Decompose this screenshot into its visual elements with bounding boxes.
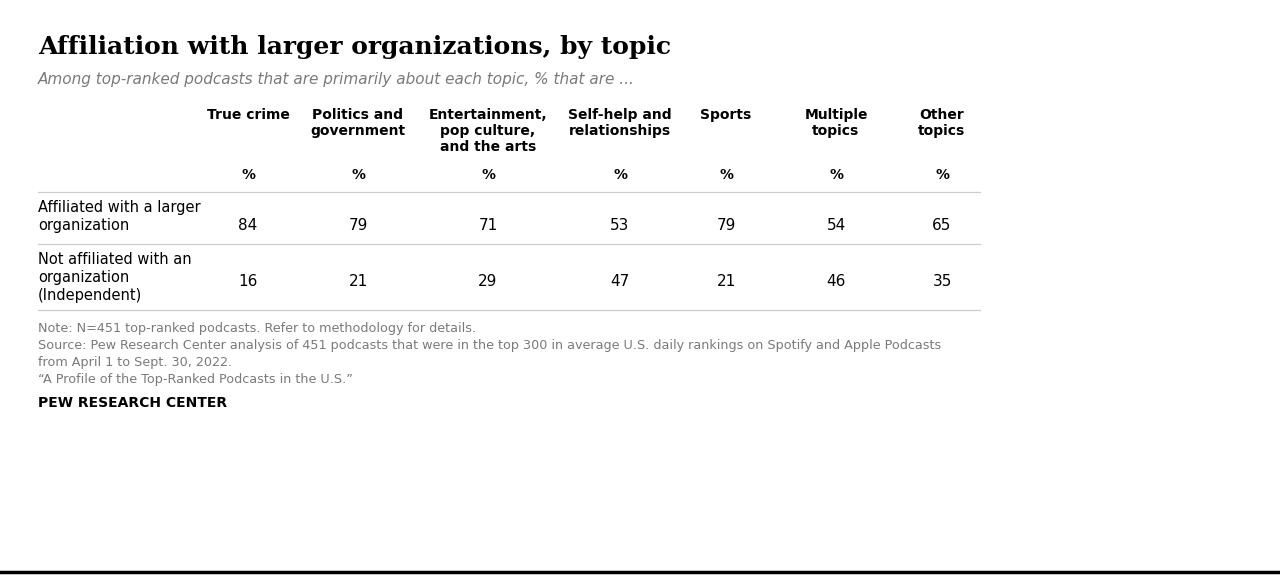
Text: Entertainment,
pop culture,
and the arts: Entertainment, pop culture, and the arts (429, 108, 548, 154)
Text: Affiliated with a larger: Affiliated with a larger (38, 200, 201, 215)
Text: 16: 16 (238, 274, 257, 289)
Text: 79: 79 (717, 218, 736, 233)
Text: 46: 46 (827, 274, 846, 289)
Text: Sports: Sports (700, 108, 751, 122)
Text: Politics and
government: Politics and government (311, 108, 406, 138)
Text: %: % (613, 168, 627, 182)
Text: %: % (351, 168, 365, 182)
Text: 79: 79 (348, 218, 367, 233)
Text: organization: organization (38, 218, 129, 233)
Text: %: % (829, 168, 844, 182)
Text: %: % (241, 168, 255, 182)
Text: True crime: True crime (206, 108, 289, 122)
Text: Note: N=451 top-ranked podcasts. Refer to methodology for details.: Note: N=451 top-ranked podcasts. Refer t… (38, 322, 476, 335)
Text: Among top-ranked podcasts that are primarily about each topic, % that are ...: Among top-ranked podcasts that are prima… (38, 72, 635, 87)
Text: Multiple
topics: Multiple topics (804, 108, 868, 138)
Text: Affiliation with larger organizations, by topic: Affiliation with larger organizations, b… (38, 35, 671, 59)
Text: 65: 65 (932, 218, 952, 233)
Text: 21: 21 (348, 274, 367, 289)
Text: 21: 21 (717, 274, 736, 289)
Text: Not affiliated with an: Not affiliated with an (38, 252, 192, 267)
Text: Other
topics: Other topics (918, 108, 965, 138)
Text: 35: 35 (932, 274, 952, 289)
Text: organization: organization (38, 270, 129, 285)
Text: “A Profile of the Top-Ranked Podcasts in the U.S.”: “A Profile of the Top-Ranked Podcasts in… (38, 373, 353, 386)
Text: 53: 53 (611, 218, 630, 233)
Text: Self-help and
relationships: Self-help and relationships (568, 108, 672, 138)
Text: 84: 84 (238, 218, 257, 233)
Text: %: % (481, 168, 495, 182)
Text: %: % (934, 168, 948, 182)
Text: 47: 47 (611, 274, 630, 289)
Text: from April 1 to Sept. 30, 2022.: from April 1 to Sept. 30, 2022. (38, 356, 232, 369)
Text: %: % (719, 168, 733, 182)
Text: 71: 71 (479, 218, 498, 233)
Text: Source: Pew Research Center analysis of 451 podcasts that were in the top 300 in: Source: Pew Research Center analysis of … (38, 339, 941, 352)
Text: 54: 54 (827, 218, 846, 233)
Text: (Independent): (Independent) (38, 288, 142, 303)
Text: PEW RESEARCH CENTER: PEW RESEARCH CENTER (38, 396, 227, 410)
Text: 29: 29 (479, 274, 498, 289)
